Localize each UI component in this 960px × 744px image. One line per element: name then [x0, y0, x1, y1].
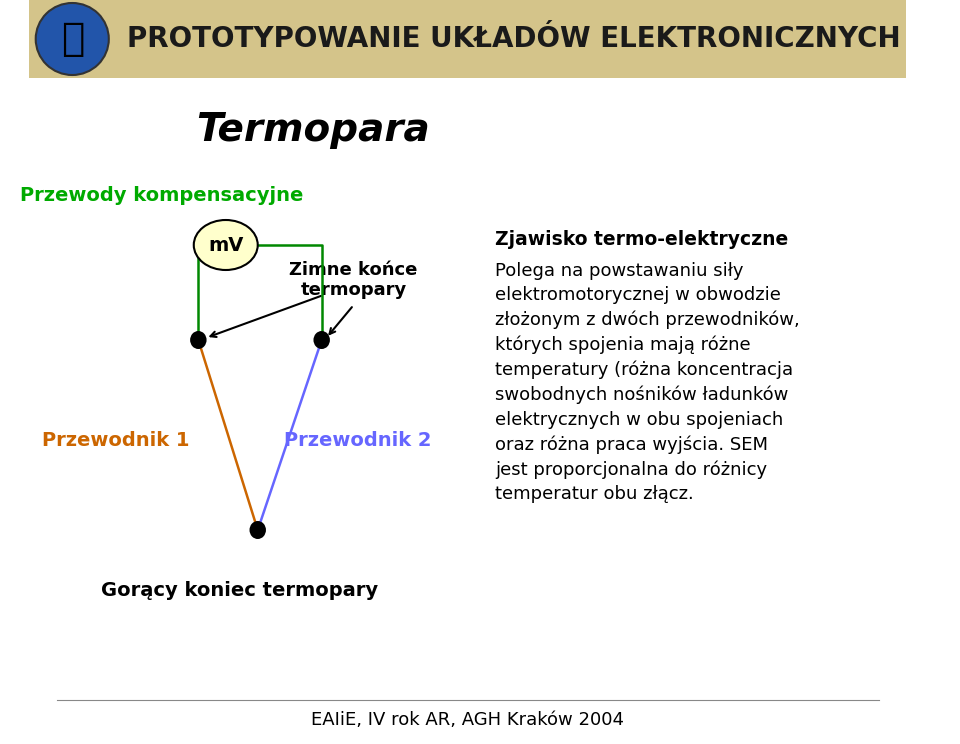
Text: Gorący koniec termopary: Gorący koniec termopary [101, 580, 378, 600]
Text: 🌍: 🌍 [60, 20, 84, 58]
Ellipse shape [36, 3, 108, 75]
Ellipse shape [194, 220, 257, 270]
Text: Polega na powstawaniu siły
elektromotorycznej w obwodzie
złożonym z dwóch przewo: Polega na powstawaniu siły elektromotory… [495, 262, 800, 503]
Circle shape [190, 331, 206, 349]
Circle shape [250, 521, 266, 539]
Text: Termopara: Termopara [196, 111, 429, 149]
Text: Zimne końce
termopary: Zimne końce termopary [290, 260, 418, 299]
Text: Przewody kompensacyjne: Przewody kompensacyjne [20, 185, 303, 205]
Text: mV: mV [208, 236, 244, 254]
Text: Przewodnik 2: Przewodnik 2 [284, 431, 432, 449]
Text: Przewodnik 1: Przewodnik 1 [42, 431, 190, 449]
Circle shape [314, 331, 330, 349]
Text: EAIiE, IV rok AR, AGH Kraków 2004: EAIiE, IV rok AR, AGH Kraków 2004 [311, 711, 624, 729]
Text: PROTOTYPOWANIE UKŁADÓW ELEKTRONICZNYCH: PROTOTYPOWANIE UKŁADÓW ELEKTRONICZNYCH [127, 25, 900, 53]
Bar [30, 0, 906, 78]
Text: Zjawisko termo-elektryczne: Zjawisko termo-elektryczne [495, 230, 788, 249]
